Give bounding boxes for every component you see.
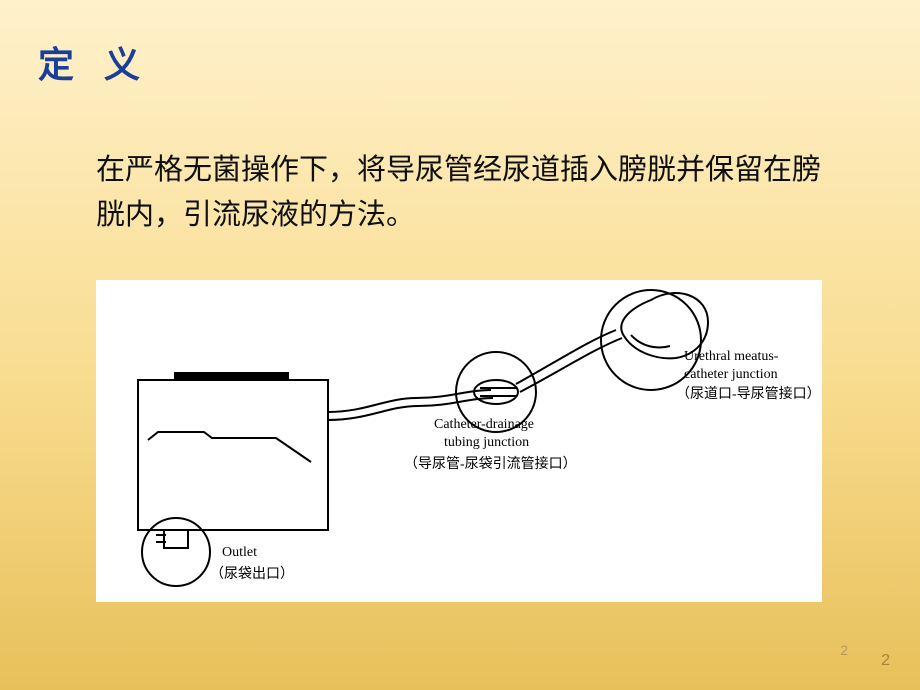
label-meatus-en-2: catheter junction [684,367,778,382]
label-outlet-en: Outlet [222,545,257,560]
definition-text: 在严格无菌操作下，将导尿管经尿道插入膀胱并保留在膀胱内，引流尿液的方法。 [96,148,836,238]
slide-title: 定 义 [38,36,150,88]
catheter-diagram: Urethral meatus- catheter junction （尿道口-… [96,280,822,602]
label-meatus-en-1: Urethral meatus- [684,349,779,364]
label-cath-en-1: Catheter-drainage [434,417,534,432]
label-meatus-cn: （尿道口-导尿管接口） [676,385,821,402]
label-cath-cn: （导尿管-尿袋引流管接口） [404,455,577,472]
page-number-outer: 2 [881,652,890,670]
label-outlet-cn: （尿袋出口） [210,566,294,582]
page-number-inner: 2 [840,642,848,658]
slide: 定 义 在严格无菌操作下，将导尿管经尿道插入膀胱并保留在膀胱内，引流尿液的方法。 [0,0,920,690]
label-cath-en-2: tubing junction [444,435,529,450]
